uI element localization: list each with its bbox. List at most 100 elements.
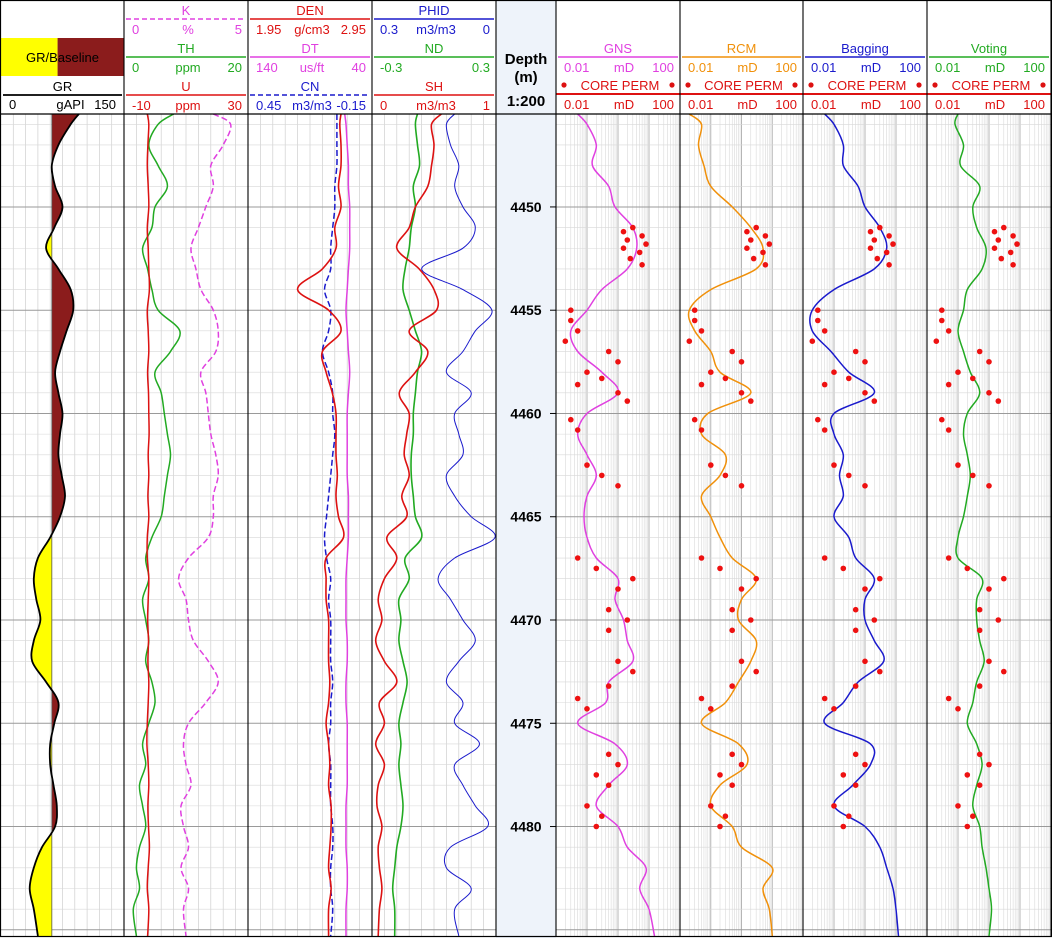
header-curve-name: K <box>182 3 191 18</box>
header-scale-unit: mD <box>614 97 634 112</box>
core-perm-point <box>762 233 769 239</box>
core-perm-point <box>991 245 998 251</box>
core-perm-point <box>605 683 612 689</box>
depth-scale: 1:200 <box>507 93 545 110</box>
depth-tick-label: 4480 <box>510 819 541 835</box>
core-perm-point <box>630 224 636 231</box>
core-perm-point <box>821 555 828 561</box>
core-perm-point <box>593 565 600 572</box>
core-perm-point <box>698 427 705 433</box>
core-perm-point <box>939 307 945 314</box>
core-perm-point <box>698 695 705 702</box>
core-perm-point <box>722 813 729 819</box>
header-scale-min: 140 <box>256 60 278 75</box>
core-perm-point <box>852 627 859 634</box>
header-scale-min: -10 <box>132 98 151 113</box>
core-perm-point <box>605 348 612 355</box>
core-perm-points <box>809 224 896 830</box>
header-scale-min: 1.95 <box>256 22 281 37</box>
core-perm-point <box>964 565 971 572</box>
header-curve-name: DEN <box>296 3 323 18</box>
core-perm-point <box>584 369 590 376</box>
header-curve-name: RCM <box>727 41 757 56</box>
core-perm-point <box>862 483 868 489</box>
header-scale-max: 40 <box>352 60 366 75</box>
header-curve-name: CORE PERM <box>828 78 907 93</box>
core-perm-point <box>599 472 605 479</box>
header-scale-max: 100 <box>652 60 674 75</box>
core-perm-point <box>584 803 590 809</box>
legend-dot <box>916 82 922 88</box>
core-perm-point <box>593 823 600 830</box>
header-scale-unit: us/ft <box>300 60 325 75</box>
core-perm-point <box>738 483 745 489</box>
core-perm-point <box>599 813 605 819</box>
core-perm-point <box>599 375 605 382</box>
header-scale-min: 0.01 <box>935 60 960 75</box>
core-perm-point <box>939 317 945 324</box>
header-scale-max: 100 <box>775 97 797 112</box>
core-perm-point <box>574 328 581 334</box>
core-perm-point <box>821 381 828 388</box>
header-scale-max: -0.15 <box>336 98 366 113</box>
core-perm-point <box>877 575 883 582</box>
core-perm-point <box>821 427 828 433</box>
core-perm-point <box>867 245 874 251</box>
core-perm-point <box>840 565 847 572</box>
core-perm-point <box>890 241 896 247</box>
header-scale-max: 100 <box>899 97 921 112</box>
core-perm-point <box>753 668 759 675</box>
core-perm-point <box>955 369 961 376</box>
core-perm-point <box>722 472 729 479</box>
core-perm-point <box>995 617 1002 623</box>
header-scale-unit: % <box>182 22 194 37</box>
core-perm-point <box>955 706 961 712</box>
core-perm-point <box>708 369 714 376</box>
core-perm-point <box>852 683 859 689</box>
core-perm-point <box>766 241 773 247</box>
core-perm-point <box>815 416 821 423</box>
header-curve-name: CORE PERM <box>704 78 783 93</box>
core-perm-point <box>708 706 714 712</box>
core-perm-point <box>620 228 627 235</box>
core-perm-point <box>852 348 859 355</box>
core-perm-point <box>964 823 971 830</box>
core-perm-point <box>877 668 883 675</box>
core-perm-point <box>933 338 940 345</box>
gr-legend-sand-fill <box>1 38 58 76</box>
core-perm-point <box>624 237 631 243</box>
core-perm-point <box>831 369 837 376</box>
core-perm-point <box>852 751 859 758</box>
core-perm-point <box>615 586 621 592</box>
rcm-curve <box>687 113 774 937</box>
core-perm-point <box>976 751 983 758</box>
core-perm-point <box>605 627 612 634</box>
header-scale-unit: m3/m3 <box>416 98 456 113</box>
core-perm-point <box>717 772 723 778</box>
header-scale-max: 5 <box>235 22 242 37</box>
header-curve-name: ND <box>425 41 444 56</box>
core-perm-point <box>562 338 569 345</box>
core-perm-point <box>986 390 992 396</box>
core-perm-point <box>717 823 723 830</box>
core-perm-point <box>738 658 745 665</box>
core-perm-point <box>871 617 878 623</box>
header-scale-max: 0 <box>483 22 490 37</box>
core-perm-point <box>717 565 723 572</box>
header-scale-max: 0.3 <box>472 60 490 75</box>
depth-tick-label: 4455 <box>510 302 541 318</box>
header-scale-unit: mD <box>861 97 881 112</box>
depth-tick-label: 4470 <box>510 612 541 628</box>
header-scale-max: 20 <box>228 60 242 75</box>
core-perm-point <box>615 359 621 365</box>
header-curve-name: CORE PERM <box>952 78 1031 93</box>
core-perm-point <box>970 813 976 819</box>
core-perm-point <box>1001 224 1007 231</box>
legend-dot <box>1040 82 1046 88</box>
core-perm-point <box>762 262 769 268</box>
core-perm-point <box>1010 262 1016 268</box>
core-perm-point <box>871 398 878 404</box>
header-scale-unit: m3/m3 <box>416 22 456 37</box>
header-curve-name: Bagging <box>841 41 889 56</box>
